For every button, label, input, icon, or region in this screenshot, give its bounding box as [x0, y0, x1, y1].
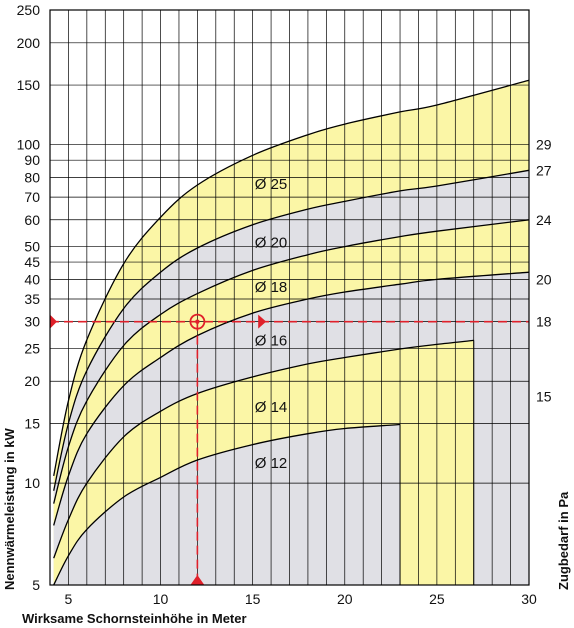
grid-layer [49, 9, 530, 586]
reference-point [195, 319, 200, 324]
y-tick-label: 250 [17, 2, 41, 18]
y-axis-title: Nennwärmeleistung in kW [2, 427, 17, 590]
arrow-right-icon [258, 314, 267, 329]
y-tick-label: 10 [24, 475, 40, 491]
series-label: Ø 25 [255, 176, 288, 193]
y-tick-label: 5 [32, 577, 40, 593]
reference-point-ring [189, 313, 206, 330]
series-curve [53, 339, 474, 559]
y-tick-label: 25 [24, 340, 40, 356]
y-tick-label: 45 [24, 254, 40, 270]
x-tick-labels: 5 10 15 20 25 30 [65, 591, 537, 607]
band-area [53, 424, 400, 585]
y-tick-label: 20 [24, 373, 40, 389]
y-tick-label: 15 [24, 416, 40, 432]
y-tick-label: 200 [17, 35, 41, 51]
series-label: Ø 14 [255, 399, 288, 416]
band-layer [53, 80, 529, 586]
y2-tick-label: 27 [536, 162, 552, 178]
y2-tick-label: 15 [536, 389, 552, 405]
series-label: Ø 12 [255, 455, 288, 472]
y-tick-label: 150 [17, 77, 41, 93]
arrow-up-icon [190, 575, 205, 585]
curve-layer [53, 79, 530, 586]
x-tick-label: 5 [65, 591, 73, 607]
x-tick-label: 20 [337, 591, 353, 607]
series-label: Ø 16 [255, 333, 288, 350]
y-tick-label: 50 [24, 239, 40, 255]
series-curve [53, 169, 530, 491]
y-tick-label: 35 [24, 291, 40, 307]
y-tick-label: 60 [24, 212, 40, 228]
plot-frame [49, 9, 530, 586]
y2-tick-label: 29 [536, 137, 552, 153]
y2-tick-label: 20 [536, 271, 552, 287]
series-curve [53, 79, 530, 477]
marker-layer [50, 313, 529, 585]
series-label: Ø 18 [255, 279, 288, 296]
x-tick-label: 30 [521, 591, 537, 607]
y2-axis-title: Zugbedarf in Pa [556, 491, 571, 590]
series-label: Ø 20 [255, 234, 288, 251]
x-tick-label: 10 [153, 591, 169, 607]
x-tick-label: 15 [245, 591, 261, 607]
x-axis-title: Wirksame Schornsteinhöhe in Meter [22, 611, 247, 626]
y-tick-label: 40 [24, 271, 40, 287]
series-curve [53, 271, 530, 526]
y-tick-label: 80 [24, 170, 40, 186]
y-tick-label: 100 [17, 137, 41, 153]
band-label-layer: Ø 12 Ø 14 Ø 16 Ø 18 Ø 20 Ø 25 [255, 176, 288, 472]
y-tick-label: 30 [24, 314, 40, 330]
arrow-left-icon [50, 314, 57, 329]
y2-tick-labels: 29 27 24 20 18 15 [536, 137, 552, 405]
y2-tick-label: 18 [536, 314, 552, 330]
series-curve [53, 219, 530, 504]
y-tick-label: 90 [24, 152, 40, 168]
y2-tick-label: 24 [536, 212, 552, 228]
x-tick-label: 25 [429, 591, 445, 607]
y-tick-label: 70 [24, 189, 40, 205]
series-curve [53, 423, 401, 586]
